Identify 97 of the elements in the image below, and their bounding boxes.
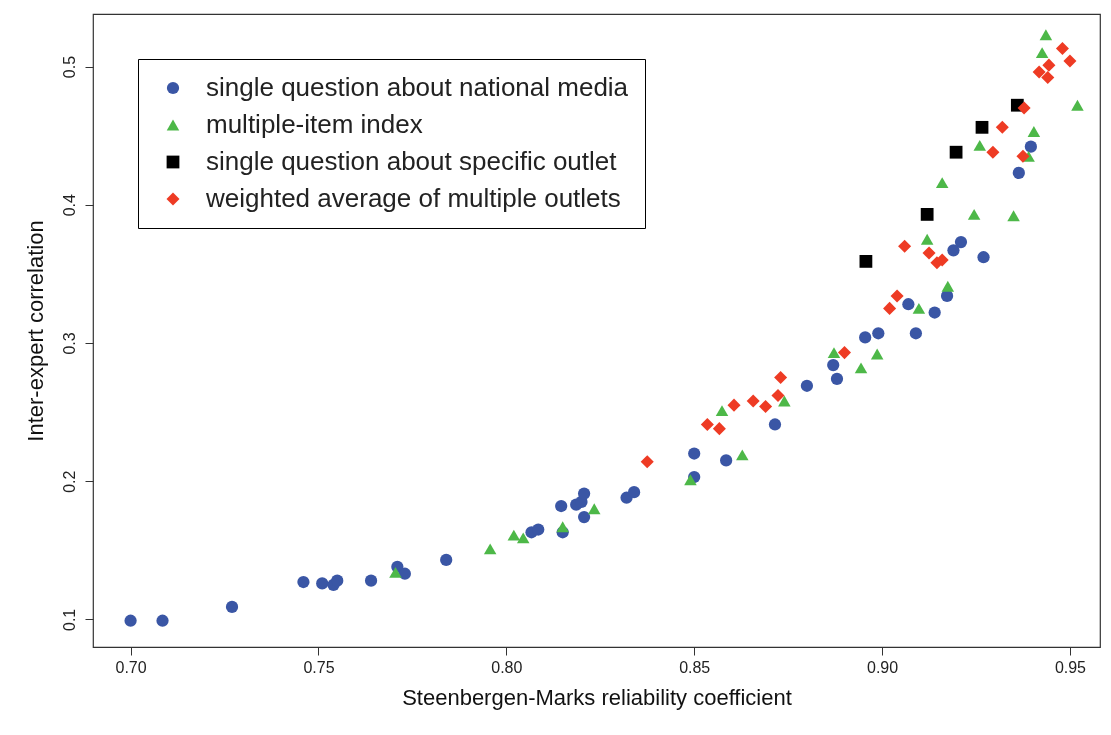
point — [859, 331, 872, 344]
point — [364, 574, 378, 587]
point — [577, 510, 591, 524]
point — [440, 553, 453, 567]
point — [954, 235, 968, 249]
x-tick-label: 0.80 — [491, 658, 523, 676]
legend-label: single question about specific outlet — [206, 146, 618, 176]
y-tick-label: 0.4 — [60, 194, 78, 217]
point — [883, 301, 897, 315]
point — [977, 251, 990, 264]
y-tick-label: 0.5 — [60, 55, 78, 79]
point — [947, 244, 960, 257]
point — [890, 289, 904, 303]
point — [331, 574, 344, 587]
point — [909, 327, 923, 340]
point — [859, 255, 873, 268]
point — [1027, 126, 1041, 137]
point — [640, 455, 654, 469]
point — [720, 454, 733, 467]
point — [124, 614, 137, 627]
point — [225, 600, 239, 614]
point — [1016, 149, 1030, 163]
point — [316, 577, 329, 590]
point — [1071, 99, 1084, 111]
point — [1032, 65, 1046, 79]
point — [1024, 140, 1037, 153]
point — [922, 246, 936, 260]
point — [827, 347, 841, 359]
point — [1012, 166, 1025, 180]
x-tick-label: 0.85 — [679, 658, 711, 676]
point — [986, 145, 1000, 159]
point — [1039, 29, 1053, 41]
point — [920, 208, 934, 221]
point — [1041, 71, 1055, 85]
y-tick-label: 0.1 — [60, 608, 78, 631]
point — [902, 298, 915, 311]
point — [700, 417, 714, 431]
point — [935, 177, 949, 189]
legend-label: weighted average of multiple outlets — [205, 183, 621, 213]
point — [1042, 58, 1056, 72]
point — [715, 405, 729, 417]
point — [973, 139, 987, 151]
point — [483, 543, 497, 555]
point — [736, 449, 749, 461]
point — [507, 529, 521, 541]
point — [771, 388, 785, 402]
point — [912, 302, 926, 314]
point — [587, 503, 601, 515]
y-axis-title: Inter-expert correlation — [22, 220, 48, 442]
point — [556, 521, 569, 533]
x-tick-label: 0.95 — [1054, 658, 1087, 676]
point — [746, 394, 760, 408]
x-axis-title: Steenbergen-Marks reliability coefficient — [402, 684, 792, 710]
point — [712, 422, 726, 436]
legend-label: single question about national media — [206, 72, 629, 102]
point — [627, 486, 641, 499]
point — [928, 306, 941, 319]
point — [297, 575, 310, 589]
point — [768, 418, 782, 431]
x-tick-label: 0.75 — [303, 658, 335, 676]
point — [854, 362, 868, 374]
point — [975, 120, 989, 134]
legend-label: multiple-item index — [206, 109, 423, 139]
y-tick-label: 0.2 — [60, 470, 78, 493]
point — [156, 614, 169, 627]
point — [800, 379, 814, 392]
point — [1017, 101, 1031, 115]
point — [684, 474, 697, 486]
y-tick-label: 0.3 — [60, 332, 78, 355]
point — [967, 208, 981, 220]
point — [532, 523, 545, 536]
x-tick-label: 0.90 — [867, 658, 899, 676]
point — [920, 233, 934, 245]
point — [389, 566, 402, 578]
x-tick-label: 0.70 — [115, 658, 147, 676]
point — [688, 447, 701, 460]
point — [830, 372, 844, 385]
point — [837, 346, 852, 360]
point — [941, 280, 955, 292]
point — [898, 239, 912, 253]
point — [398, 567, 411, 580]
point — [1055, 42, 1069, 56]
point — [827, 358, 840, 372]
point — [1035, 47, 1049, 59]
point — [870, 348, 884, 360]
point — [1063, 54, 1077, 68]
point — [727, 398, 741, 412]
point — [759, 400, 773, 414]
point — [995, 120, 1009, 134]
point — [774, 370, 788, 385]
point — [778, 395, 791, 407]
point — [949, 145, 963, 159]
point — [516, 532, 530, 544]
point — [577, 487, 591, 500]
point — [872, 327, 885, 340]
point — [1007, 210, 1020, 222]
point — [555, 499, 568, 513]
